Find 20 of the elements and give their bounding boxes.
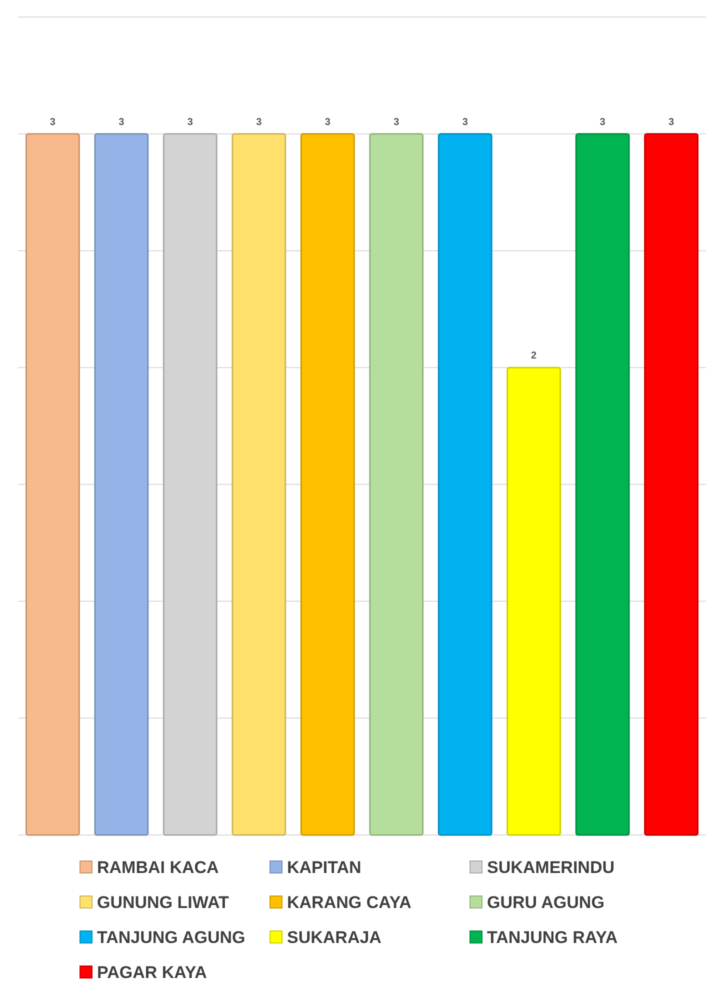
data-label: 3 [118, 116, 125, 128]
data-label: 3 [50, 116, 56, 128]
data-label: 3 [668, 116, 675, 128]
legend-label: SUKAMERINDU [487, 858, 614, 877]
data-label: 3 [462, 116, 468, 128]
legend-label: SUKARAJA [287, 928, 382, 947]
legend-label: TANJUNG AGUNG [97, 928, 246, 947]
legend-label: TANJUNG RAYA [487, 928, 618, 947]
data-label: 3 [256, 116, 262, 128]
legend-label: KARANG CAYA [287, 893, 412, 912]
legend-label: GUNUNG LIWAT [97, 893, 230, 912]
legend-label: KAPITAN [287, 858, 362, 877]
legend-label: RAMBAI KACA [97, 858, 219, 877]
legend-label: GURU AGUNG [487, 893, 604, 912]
data-label: 3 [600, 116, 606, 128]
legend-label: PAGAR KAYA [97, 963, 207, 982]
data-label: 3 [394, 116, 400, 128]
data-label: 3 [187, 116, 194, 128]
data-label: 2 [531, 350, 538, 362]
data-label: 3 [324, 116, 331, 128]
